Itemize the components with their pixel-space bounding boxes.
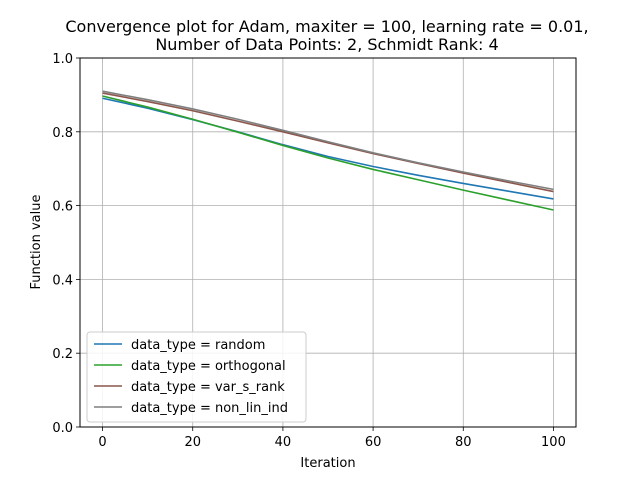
chart-title-line-1: Convergence plot for Adam, maxiter = 100… <box>65 17 588 36</box>
legend-label: data_type = var_s_rank <box>131 380 285 395</box>
legend-label: data_type = orthogonal <box>131 359 286 374</box>
legend-label: data_type = non_lin_ind <box>131 401 288 416</box>
chart-title-line-2: Number of Data Points: 2, Schmidt Rank: … <box>155 35 498 54</box>
y-tick-label: 0.8 <box>52 126 73 141</box>
x-tick-label: 80 <box>455 435 472 450</box>
x-tick-label: 20 <box>184 435 201 450</box>
x-tick-label: 100 <box>541 435 566 450</box>
y-tick-label: 0.2 <box>52 347 73 362</box>
x-tick-label: 60 <box>365 435 382 450</box>
x-tick-label: 0 <box>98 435 106 450</box>
y-axis-label: Function value <box>29 195 44 290</box>
y-tick-label: 0.6 <box>52 200 73 215</box>
legend: data_type = random data_type = orthogonal… <box>87 332 306 422</box>
y-tick-label: 1.0 <box>52 52 73 67</box>
y-tick-label: 0.4 <box>52 273 73 288</box>
y-tick-label: 0.0 <box>52 421 73 436</box>
x-axis-label: Iteration <box>300 456 355 471</box>
legend-label: data_type = random <box>131 338 265 353</box>
x-tick-label: 40 <box>275 435 292 450</box>
